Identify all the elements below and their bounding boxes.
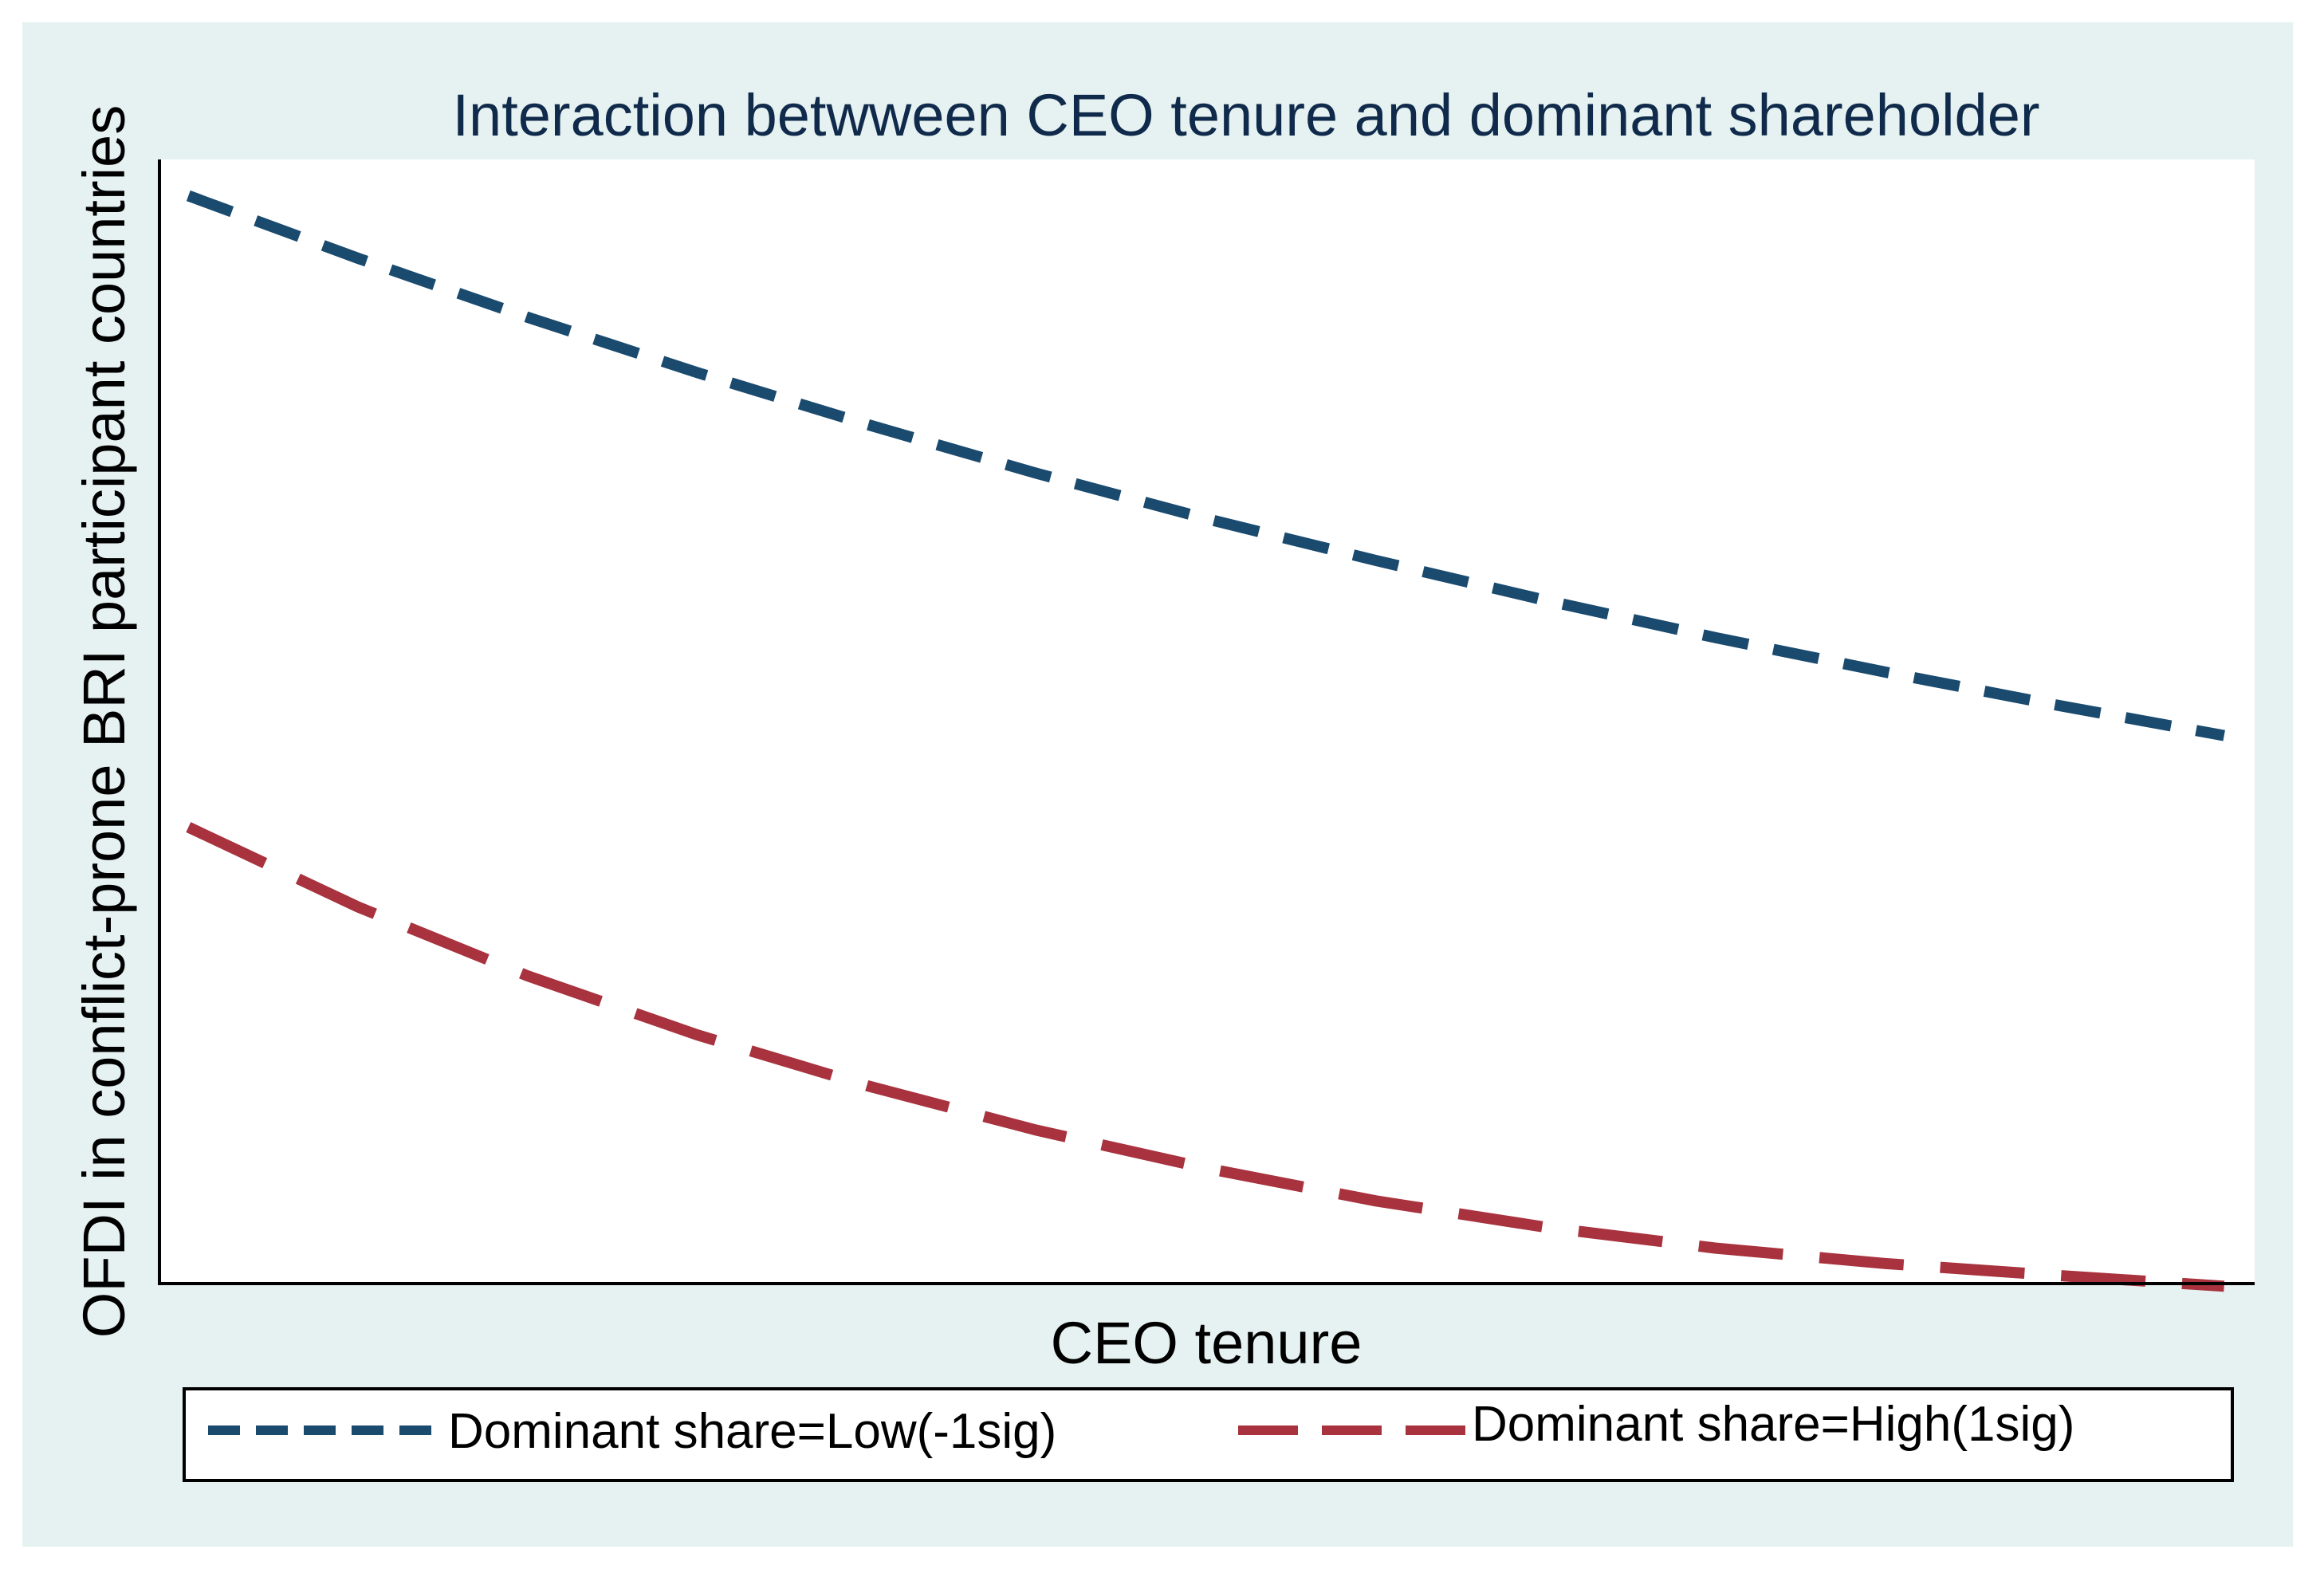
chart-canvas: Interaction betwween CEO tenure and domi… [71,82,2255,1482]
legend: Dominant share=Low(-1sig) Dominant share… [183,1387,2234,1482]
legend-label-low: Dominant share=Low(-1sig) [448,1404,1056,1459]
chart-title: Interaction betwween CEO tenure and domi… [453,82,2040,148]
series-line-low [186,190,2225,741]
y-axis-label: OFDI in conflict-prone BRI participant c… [71,105,137,1338]
legend-label-high: Dominant share=High(1sig) [1472,1397,2074,1452]
legend-box [183,1387,2234,1482]
series-line-high [186,822,2225,1292]
chart-figure: Interaction betwween CEO tenure and domi… [22,22,2293,1547]
x-axis-label: CEO tenure [1051,1310,1363,1376]
plot-area [158,159,2255,1284]
series-layer [186,190,2225,1292]
